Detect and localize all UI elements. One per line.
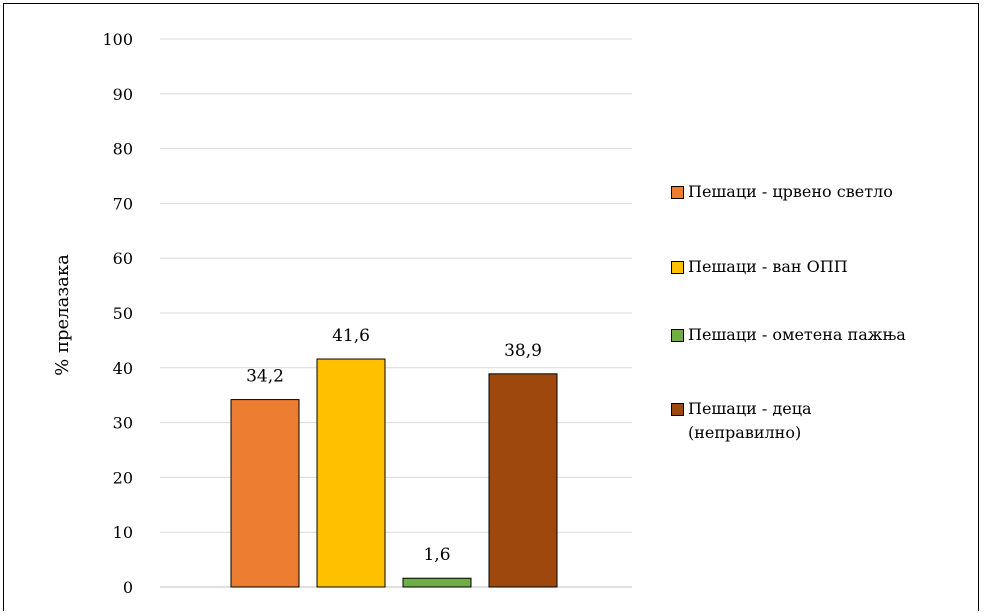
data-label: 38,9 xyxy=(504,341,542,361)
legend-item: Пешаци - деца (неправилно) xyxy=(671,397,858,445)
bar xyxy=(230,399,300,588)
y-tick-label: 50 xyxy=(113,304,133,323)
y-tick-label: 90 xyxy=(113,85,133,104)
y-tick-label: 0 xyxy=(123,578,133,597)
bar xyxy=(316,358,386,588)
legend-item: Пешаци - ван ОПП xyxy=(671,255,978,279)
y-tick-label: 10 xyxy=(113,523,133,542)
legend-label: Пешаци - ометена пажња xyxy=(688,325,906,344)
bar xyxy=(402,577,472,588)
y-tick-label: 40 xyxy=(113,359,133,378)
bars xyxy=(230,358,558,588)
y-axis-ticks: 0 10 20 30 40 50 60 70 80 90 100 xyxy=(102,30,133,597)
legend-swatch xyxy=(671,329,684,342)
bar xyxy=(488,373,558,588)
legend-item: Пешаци - ометена пажња xyxy=(671,323,978,347)
legend-swatch xyxy=(671,186,684,199)
y-tick-label: 100 xyxy=(102,30,133,49)
data-label: 1,6 xyxy=(423,545,450,565)
y-axis-label: % прелазака xyxy=(52,254,73,376)
data-label: 41,6 xyxy=(332,326,370,346)
y-tick-label: 60 xyxy=(113,249,133,268)
legend-swatch xyxy=(671,403,684,416)
y-tick-label: 70 xyxy=(113,194,133,213)
data-label: 34,2 xyxy=(246,367,284,387)
y-tick-label: 80 xyxy=(113,140,133,159)
legend-item: Пешаци - црвено светло xyxy=(671,180,978,204)
y-tick-label: 30 xyxy=(113,414,133,433)
legend-label: Пешаци - црвено светло xyxy=(688,182,893,201)
legend-swatch xyxy=(671,261,684,274)
legend-label: Пешаци - деца (неправилно) xyxy=(688,399,812,442)
data-labels: 34,2 41,6 1,6 38,9 xyxy=(246,326,542,565)
y-tick-label: 20 xyxy=(113,468,133,487)
legend-label: Пешаци - ван ОПП xyxy=(688,257,848,276)
